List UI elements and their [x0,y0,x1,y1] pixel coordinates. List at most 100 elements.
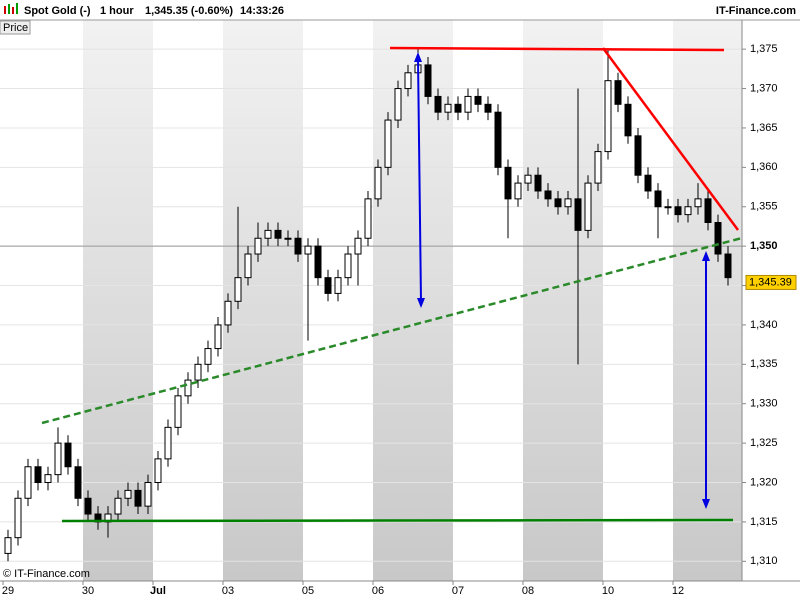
y-tick-label: 1,370 [750,82,778,94]
interval: 1 hour [100,5,134,17]
candle-body [564,198,572,208]
candle-body [164,426,172,460]
arrow-head [417,298,425,308]
y-tick-label: 1,325 [750,437,778,449]
candle-body [604,80,612,153]
candle-body [84,497,92,515]
arrow-head [702,251,710,261]
candle-body [64,442,72,468]
copyright: © IT-Finance.com [3,568,90,580]
candle-body [54,442,62,476]
candle-body [134,489,142,507]
candle-body [584,182,592,231]
header-icon [4,3,18,14]
candle-body [644,174,652,192]
support-line [61,518,734,523]
instrument: Spot Gold (-) [24,5,91,17]
candle-body [444,103,452,113]
annotations [41,46,743,523]
candle-body [434,95,442,113]
day-band [523,20,603,581]
candle-body [494,111,502,168]
x-tick-label: 30 [82,585,94,597]
y-tick-label: 1,355 [750,201,778,213]
last-price-tag [745,274,797,290]
candle-body [154,458,162,484]
candle-body [624,103,632,137]
arrow-head [414,52,422,62]
candle-body [534,174,542,192]
candle-body [284,237,292,240]
candle-body [334,277,342,294]
x-tick-label: 03 [222,585,234,597]
candle-body [424,64,432,97]
candle-body [704,198,712,223]
candle-body [474,95,482,105]
candle-body [184,379,192,397]
candle-body [4,537,12,554]
candle-body [674,206,682,216]
candle-body [144,482,152,507]
panel-label: Price [3,22,28,34]
x-tick-label: 05 [302,585,314,597]
candle-body [234,277,242,302]
x-tick-label: 29 [2,585,14,597]
day-band [373,20,453,581]
candle-body [354,237,362,255]
y-tick-label: 1,330 [750,398,778,410]
candle-body [594,151,602,184]
x-tick-label: Jul [150,585,166,597]
x-tick-label: 08 [522,585,534,597]
candle-body [654,190,662,208]
candle-body [684,206,692,216]
candle-body [384,119,392,168]
y-tick-label: 1,340 [750,319,778,331]
candle-body [464,95,472,113]
candle-body [324,277,332,294]
candle-body [314,245,322,279]
y-tick-label: 1,315 [750,516,778,528]
y-tick-label: 1,310 [750,555,778,567]
candle-body [504,166,512,200]
panel-label-box [0,20,31,35]
candle-body [294,237,302,255]
candle-body [614,80,622,105]
candle-body [514,182,522,200]
candle-body [14,497,22,539]
candle-body [224,300,232,326]
candle-body [574,198,582,231]
last-price-label: 1,345.39 [749,276,792,288]
candle-body [124,489,132,499]
y-tick-label: 1,350 [750,240,778,252]
candle-body [714,221,722,255]
candle-body [214,324,222,350]
day-band [673,20,742,581]
candle-body [484,103,492,113]
candle-body [554,198,562,208]
candle-body [664,206,672,209]
candle-body [24,466,32,499]
candle-body [524,174,532,184]
candle-body [274,229,282,239]
candle-body [34,466,42,484]
y-tick-label: 1,320 [750,476,778,488]
candle-body [724,253,732,279]
candle-body [454,103,462,113]
candle-body [394,88,402,121]
y-tick-label: 1,335 [750,358,778,370]
candle-body [264,229,272,239]
resistance-line [389,46,725,52]
candle-body [344,253,352,279]
header-bar [0,0,800,20]
candle-body [204,348,212,365]
candle-body [114,497,122,515]
candle-body [694,198,702,208]
y-tick-label: 1,360 [750,161,778,173]
time: 14:33:26 [240,5,284,17]
arrow-head [702,499,710,509]
candle-body [194,363,202,381]
site: IT-Finance.com [716,5,796,17]
candle-body [174,395,182,428]
day-band [83,20,153,581]
